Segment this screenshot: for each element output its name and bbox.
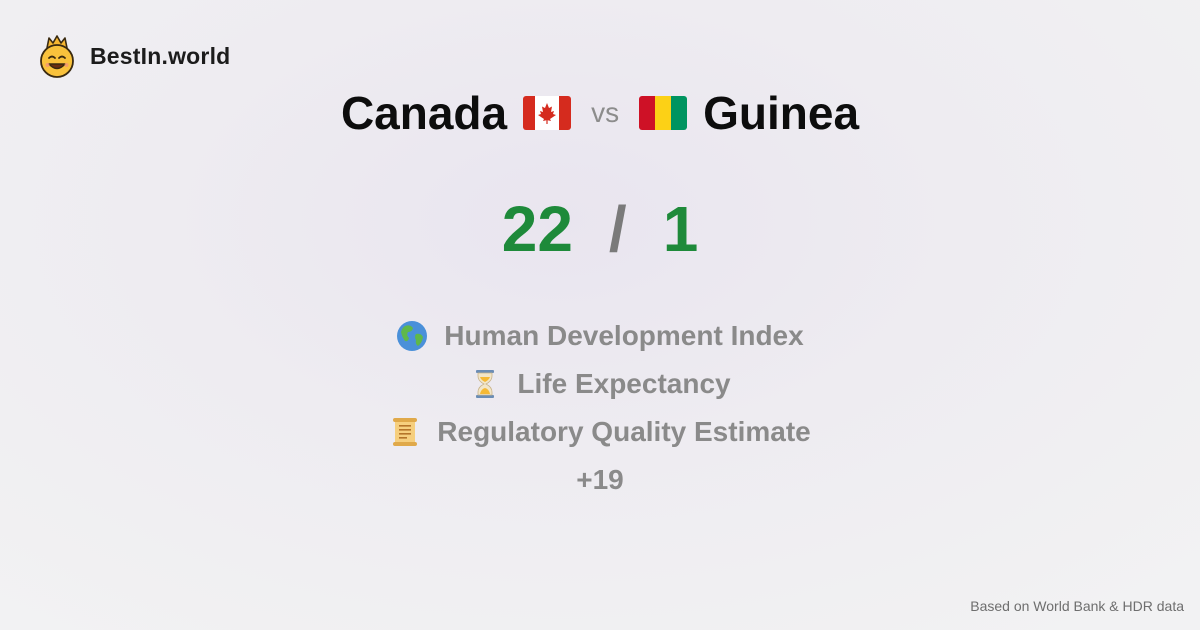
scroll-icon — [393, 418, 418, 446]
metric-item-life-expectancy[interactable]: Life Expectancy — [469, 360, 731, 408]
hourglass-icon — [476, 370, 495, 398]
vs-label: vs — [591, 97, 620, 128]
more-metrics-count[interactable]: +19 — [576, 464, 624, 495]
score-row: 22 / 1 — [0, 192, 1200, 266]
guinea-flag-icon — [639, 96, 688, 130]
smiling-crown-face-icon — [40, 35, 74, 78]
country-a-score: 22 — [501, 193, 573, 265]
metric-label: Regulatory Quality Estimate — [437, 416, 811, 447]
canada-flag-icon — [523, 96, 572, 130]
comparison-title: Canada vs Guinea — [0, 86, 1200, 140]
metric-item-regulatory-quality[interactable]: Regulatory Quality Estimate — [389, 408, 811, 456]
brand-name: BestIn.world — [90, 42, 231, 69]
country-b-name[interactable]: Guinea — [703, 87, 860, 139]
metric-item-hdi[interactable]: Human Development Index — [396, 312, 804, 360]
globe-icon — [397, 321, 428, 351]
score-separator: / — [608, 193, 627, 265]
data-source-note: Based on World Bank & HDR data — [970, 598, 1184, 614]
country-b-score: 1 — [662, 193, 699, 265]
brand[interactable]: BestIn.world — [38, 34, 230, 78]
metric-label: Life Expectancy — [517, 368, 731, 399]
metrics-list: Human Development Index Life Expectancy … — [0, 312, 1200, 504]
metric-label: Human Development Index — [444, 320, 804, 351]
country-a-name[interactable]: Canada — [340, 87, 508, 139]
